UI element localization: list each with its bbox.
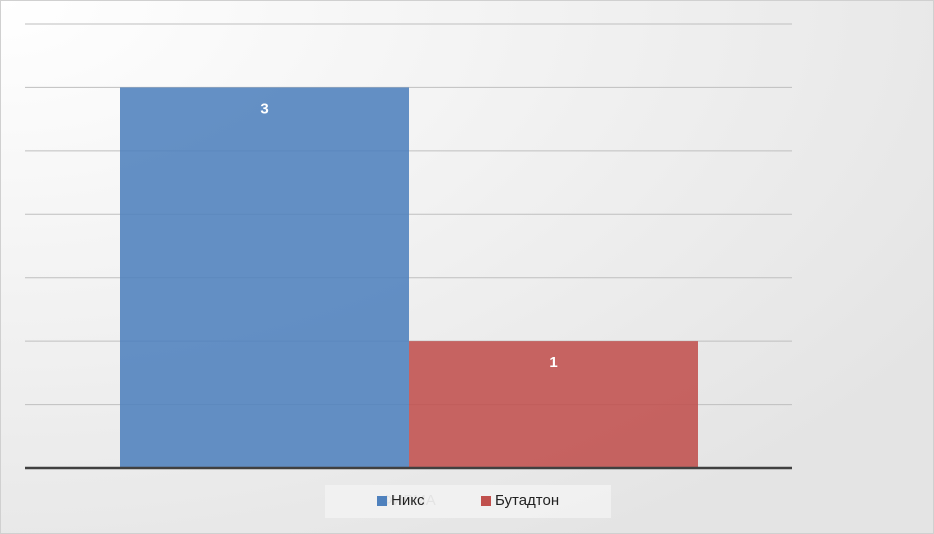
legend-label: Никс bbox=[391, 492, 425, 509]
data-label: 3 bbox=[260, 100, 268, 117]
bar bbox=[409, 341, 698, 468]
legend-label: Бутадтон bbox=[495, 492, 559, 509]
legend-swatch bbox=[377, 496, 387, 506]
legend-swatch bbox=[481, 496, 491, 506]
data-label: 1 bbox=[549, 354, 557, 371]
bar bbox=[120, 87, 409, 468]
legend-box bbox=[325, 485, 611, 518]
